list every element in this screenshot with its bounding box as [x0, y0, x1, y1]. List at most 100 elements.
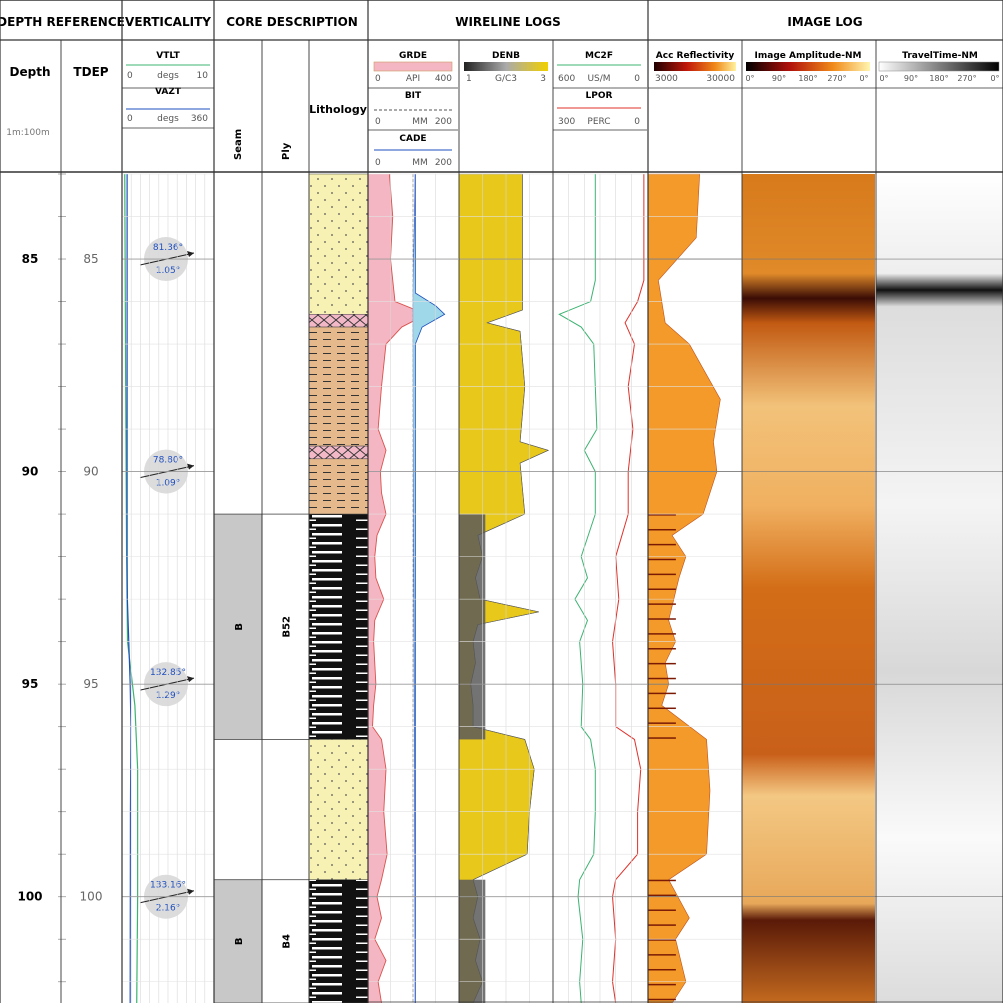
- svg-text:VAZT: VAZT: [155, 87, 182, 97]
- svg-text:PERC: PERC: [587, 117, 610, 127]
- svg-text:1: 1: [466, 74, 472, 84]
- svg-text:3000: 3000: [655, 74, 678, 84]
- svg-text:0°: 0°: [879, 74, 888, 83]
- svg-text:0: 0: [634, 117, 640, 127]
- acc-band: [648, 983, 676, 986]
- grde-fill: [368, 174, 427, 1003]
- depth-tick-label: 100: [17, 890, 42, 904]
- svg-text:0°: 0°: [745, 74, 754, 83]
- svg-text:90°: 90°: [772, 74, 786, 83]
- ply-label: B4: [282, 934, 293, 949]
- acc-band: [648, 707, 676, 710]
- lpor-curve: [612, 174, 645, 1004]
- acc-band: [648, 909, 676, 911]
- vazt-header: VAZT 0 degs 360: [126, 87, 210, 124]
- acc-band: [648, 894, 676, 897]
- acc-band: [648, 528, 676, 531]
- lithology-bed: [308, 739, 369, 880]
- denb-coal-shade: [459, 879, 486, 1003]
- lithology-header: Lithology: [309, 103, 367, 116]
- svg-text:300: 300: [558, 117, 575, 127]
- svg-text:0: 0: [375, 158, 381, 168]
- acc-band: [648, 558, 676, 561]
- svg-text:30000: 30000: [706, 74, 735, 84]
- acc-band: [648, 722, 676, 724]
- svg-text:0: 0: [375, 117, 381, 127]
- lithology-bed: [308, 326, 369, 447]
- ply-header: Ply: [281, 142, 292, 160]
- svg-text:BIT: BIT: [405, 91, 422, 101]
- svg-text:DENB: DENB: [492, 51, 520, 61]
- ply-label: B52: [282, 616, 293, 638]
- depth-tick-label: 90: [22, 465, 39, 479]
- svg-text:CADE: CADE: [399, 134, 426, 144]
- acc-band: [648, 588, 676, 590]
- bit-header: BIT 0 MM 200: [374, 91, 452, 127]
- svg-text:US/M: US/M: [587, 74, 610, 84]
- svg-text:API: API: [406, 74, 420, 84]
- svg-text:200: 200: [435, 158, 452, 168]
- lithology-bed: [308, 445, 369, 460]
- vtlt-header: VTLT 0 degs 10: [126, 51, 210, 81]
- acc-band: [648, 677, 676, 680]
- svg-text:3: 3: [540, 74, 546, 84]
- lithology-bed: [308, 879, 369, 1004]
- acc-band: [648, 939, 676, 941]
- caliper-washout-fill: [412, 173, 446, 1004]
- grde-header: GRDE 0 API 400: [373, 51, 453, 84]
- cade-header: CADE 0 MM 200: [374, 134, 452, 168]
- dip-arrow-head: [187, 888, 194, 895]
- depth-tick-label: 85: [22, 252, 39, 266]
- svg-text:LPOR: LPOR: [586, 91, 613, 101]
- acc-header: Acc Reflectivity 3000 30000: [654, 51, 736, 84]
- mc2f-curve: [558, 174, 598, 1004]
- depth-tick-label: 95: [22, 677, 39, 691]
- tt-header: TravelTime-NM 0° 90° 180° 270° 0°: [878, 51, 1000, 83]
- svg-text:0°: 0°: [990, 74, 999, 83]
- seam-box: [213, 879, 263, 1004]
- acc-band: [648, 648, 676, 650]
- svg-text:Acc Reflectivity: Acc Reflectivity: [656, 51, 735, 61]
- svg-text:GRDE: GRDE: [399, 51, 427, 61]
- depth-label: Depth: [10, 65, 51, 79]
- lpor-header: LPOR 300 PERC 0: [557, 91, 641, 127]
- mc2f-header: MC2F 600 US/M 0: [557, 51, 641, 84]
- svg-text:360: 360: [191, 114, 208, 124]
- denb-header: DENB 1 G/C3 3: [464, 51, 548, 84]
- acc-band: [648, 618, 676, 620]
- svg-text:0: 0: [375, 74, 381, 84]
- seam-box: [213, 513, 263, 740]
- svg-text:0°: 0°: [859, 74, 868, 83]
- lithology-bed: [308, 458, 369, 515]
- lithology-bed: [308, 513, 369, 740]
- acc-band: [648, 603, 676, 605]
- svg-text:180°: 180°: [798, 74, 817, 83]
- acc-band: [648, 924, 676, 926]
- svg-text:VTLT: VTLT: [156, 51, 180, 61]
- svg-text:270°: 270°: [827, 74, 846, 83]
- dip-arrow-head: [187, 676, 194, 683]
- svg-text:TravelTime-NM: TravelTime-NM: [902, 51, 978, 61]
- acc-reflectivity-fill: [647, 173, 721, 1004]
- acc-band: [648, 543, 676, 546]
- svg-text:270°: 270°: [957, 74, 976, 83]
- acc-band: [648, 692, 676, 695]
- seam-header: Seam: [233, 129, 244, 160]
- tdep-tick-label: 95: [83, 677, 98, 691]
- ply-box: [261, 879, 310, 1004]
- svg-text:MM: MM: [412, 158, 428, 168]
- image-amplitude-track: [742, 174, 875, 1003]
- denb-coal-shade: [459, 514, 486, 740]
- tdep-tick-label: 85: [83, 252, 98, 266]
- tdep-tick-label: 100: [80, 890, 103, 904]
- traveltime-track: [876, 174, 1003, 1003]
- section-verticality: VERTICALITY: [125, 15, 211, 29]
- lithology-bed: [308, 314, 369, 328]
- section-header-row: DEPTH REFERENCE VERTICALITY CORE DESCRIP…: [0, 0, 1003, 40]
- svg-text:600: 600: [558, 74, 575, 84]
- amp-header: Image Amplitude-NM 0° 90° 180° 270° 0°: [745, 51, 870, 83]
- svg-text:degs: degs: [157, 114, 179, 124]
- tdep-label: TDEP: [73, 65, 108, 79]
